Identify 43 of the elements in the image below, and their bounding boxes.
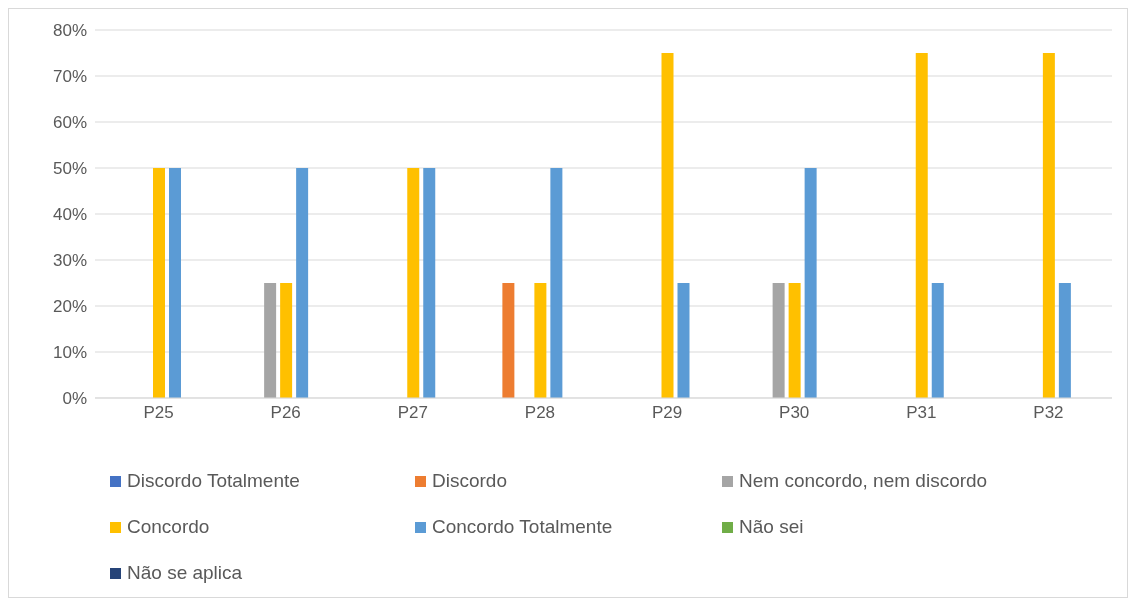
- bar: [296, 168, 309, 398]
- y-tick-label: 0%: [62, 389, 87, 409]
- bar: [1058, 283, 1071, 398]
- bar: [677, 283, 690, 398]
- y-tick-label: 30%: [52, 251, 87, 271]
- x-tick-label: P30: [779, 403, 810, 423]
- y-tick-label: 60%: [52, 113, 87, 133]
- legend-label: Discordo Totalmente: [127, 470, 300, 492]
- x-tick-label: P31: [906, 403, 937, 423]
- legend-label: Não se aplica: [127, 562, 243, 584]
- y-tick-label: 20%: [52, 297, 87, 317]
- legend-label: Nem concordo, nem discordo: [739, 470, 988, 492]
- x-tick-label: P32: [1033, 403, 1064, 423]
- legend-label: Discordo: [432, 470, 507, 492]
- y-tick-label: 40%: [52, 205, 87, 225]
- legend-label: Não sei: [739, 516, 804, 538]
- legend-label: Concordo: [127, 516, 210, 538]
- x-tick-label: P26: [270, 403, 301, 423]
- bar: [772, 283, 785, 398]
- bar: [804, 168, 817, 398]
- x-tick-label: P29: [651, 403, 683, 423]
- x-tick-label: P27: [397, 403, 428, 423]
- bar: [788, 283, 801, 398]
- y-tick-label: 10%: [52, 343, 87, 363]
- bar: [550, 168, 563, 398]
- bar: [661, 53, 674, 398]
- bar: [407, 168, 420, 398]
- legend-label: Concordo Totalmente: [432, 516, 613, 538]
- x-tick-label: P25: [143, 403, 174, 423]
- bar: [502, 283, 515, 398]
- y-tick-label: 50%: [52, 159, 87, 179]
- bar: [915, 53, 928, 398]
- bar: [534, 283, 547, 398]
- bar: [423, 168, 436, 398]
- bar: [280, 283, 293, 398]
- y-tick-label: 80%: [52, 21, 87, 41]
- x-tick-label: P28: [524, 403, 556, 423]
- bar: [931, 283, 944, 398]
- bar: [169, 168, 181, 398]
- bar: [1042, 53, 1055, 398]
- bar: [264, 283, 277, 398]
- y-tick-label: 70%: [52, 67, 87, 87]
- bar: [153, 168, 165, 398]
